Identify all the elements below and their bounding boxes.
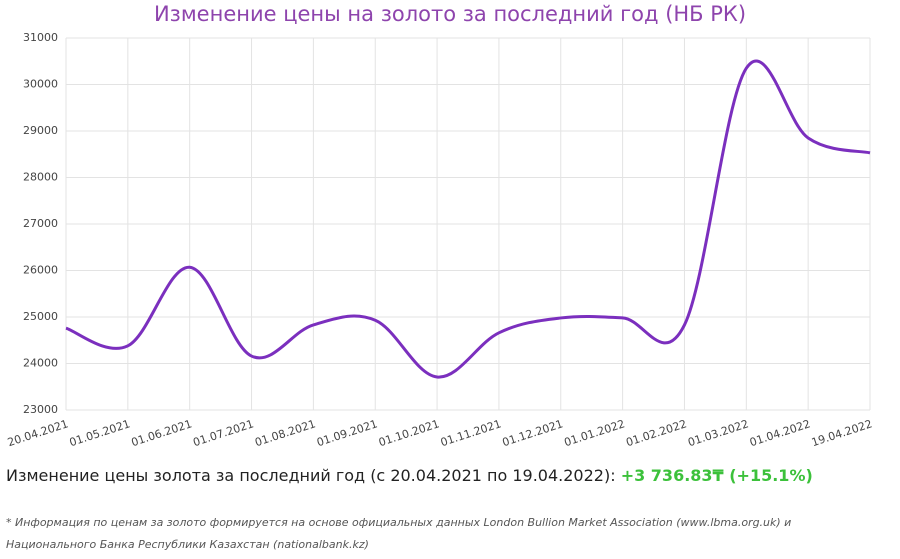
chart: Изменение цены на золото за последний го… <box>6 2 874 449</box>
y-tick-label: 28000 <box>23 171 58 184</box>
y-tick-label: 30000 <box>23 78 58 91</box>
y-tick-label: 24000 <box>23 357 58 370</box>
chart-title: Изменение цены на золото за последний го… <box>154 2 746 26</box>
summary: Изменение цены золота за последний год (… <box>6 466 813 485</box>
y-tick-label: 27000 <box>23 217 58 230</box>
x-tick-label: 01.11.2021 <box>439 417 503 449</box>
x-tick-label: 01.02.2022 <box>624 417 688 449</box>
x-tick-label: 01.09.2021 <box>315 417 379 449</box>
x-tick-label: 01.05.2021 <box>68 417 132 449</box>
x-tick-label: 01.01.2022 <box>563 417 627 449</box>
x-tick-label: 01.08.2021 <box>253 417 317 449</box>
y-tick-label: 25000 <box>23 310 58 323</box>
y-tick-label: 29000 <box>23 124 58 137</box>
x-tick-label: 19.04.2022 <box>810 417 874 449</box>
footnote: * Информация по ценам за золото формируе… <box>6 512 791 556</box>
x-tick-label: 01.04.2022 <box>748 417 812 449</box>
x-tick-label: 01.07.2021 <box>191 417 255 449</box>
x-tick-label: 01.03.2022 <box>686 417 750 449</box>
footnote-line: * Информация по ценам за золото формируе… <box>6 516 792 529</box>
summary-change: +3 736.83₸ (+15.1%) <box>620 466 813 485</box>
y-tick-label: 26000 <box>23 264 58 277</box>
summary-text: Изменение цены золота за последний год (… <box>6 466 616 485</box>
x-tick-label: 01.10.2021 <box>377 417 441 449</box>
footnote-line: Национального Банка Республики Казахстан… <box>6 538 369 551</box>
x-tick-label: 20.04.2021 <box>6 417 70 449</box>
x-tick-label: 01.06.2021 <box>130 417 194 449</box>
y-tick-label: 23000 <box>23 403 58 416</box>
price-line <box>65 59 871 379</box>
x-tick-label: 01.12.2021 <box>501 417 565 449</box>
y-tick-label: 31000 <box>23 31 58 44</box>
